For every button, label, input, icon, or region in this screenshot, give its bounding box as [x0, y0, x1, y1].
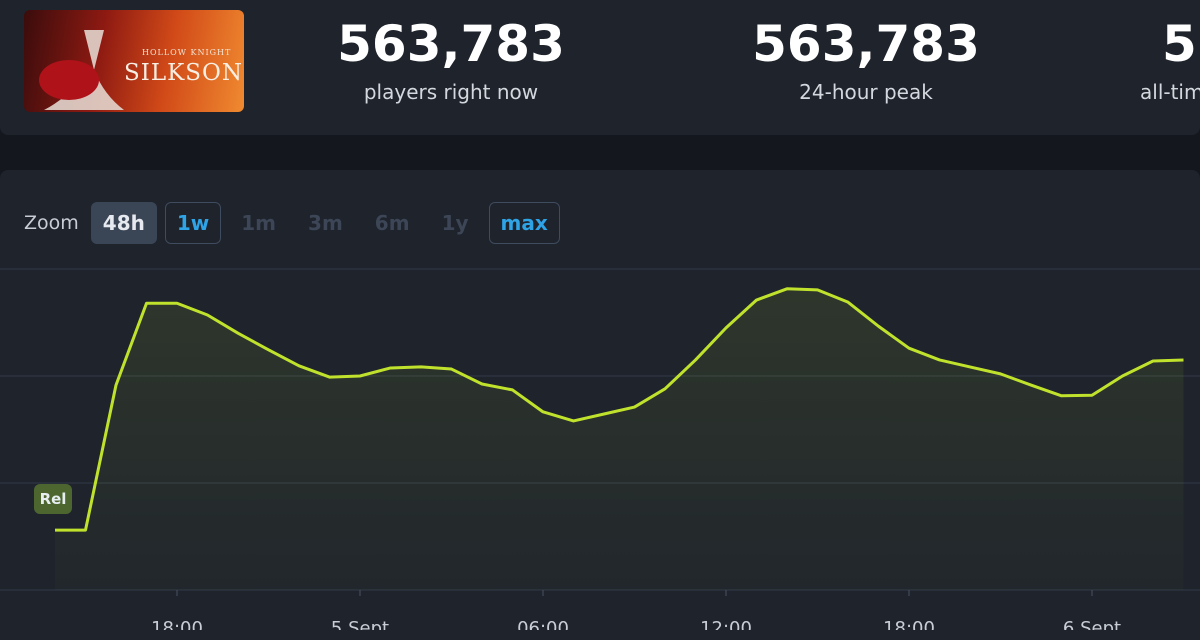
x-tick-label: 12:00: [700, 618, 752, 630]
zoom-button[interactable]: 6m: [374, 211, 410, 235]
zoom-button[interactable]: max: [488, 202, 560, 244]
zoom-button[interactable]: 1m: [241, 211, 277, 235]
zoom-button[interactable]: 3m: [308, 211, 343, 235]
stat: 563,783 players right now: [291, 14, 611, 104]
x-tick-label: 6 Sept: [1063, 618, 1121, 630]
stat-label: all-tim: [1140, 80, 1200, 104]
zoom-button[interactable]: 1y: [441, 211, 469, 235]
zoom-button[interactable]: 1w: [164, 202, 222, 244]
x-tick-label: 18:00: [151, 618, 203, 630]
zoom-bar: Zoom 48h 1w 1m 3m 6m 1y max: [24, 202, 560, 244]
x-tick-label: 18:00: [883, 618, 935, 630]
line: [55, 287, 1184, 532]
stat-value: 5: [1162, 15, 1197, 73]
line-area: [55, 288, 1184, 590]
annotation-badge: [34, 484, 72, 514]
x-tick-label: 5 Sept: [331, 618, 389, 630]
annotation: Rel: [40, 490, 67, 508]
stat-label: players right now: [363, 80, 539, 104]
zoom-label: Zoom: [24, 212, 79, 234]
header: HOLLOW KNIGHT SILKSONG 563,783 players ri…: [0, 0, 1200, 135]
zoom-button[interactable]: 48h: [90, 202, 157, 244]
stat: 563,783 24-hour peak: [706, 14, 1026, 104]
game-banner: HOLLOW KNIGHT SILKSONG: [24, 10, 244, 112]
game-title: SILKSONG: [124, 60, 244, 86]
stat: 5 all-tim: [1140, 14, 1200, 104]
x-tick-label: 06:00: [517, 618, 569, 630]
stat-value: 563,783: [337, 15, 565, 73]
stat-value: 563,783: [752, 15, 980, 73]
game-small-title: HOLLOW KNIGHT: [142, 48, 232, 57]
banner-art: [39, 30, 124, 110]
stat-label: 24-hour peak: [799, 80, 933, 104]
